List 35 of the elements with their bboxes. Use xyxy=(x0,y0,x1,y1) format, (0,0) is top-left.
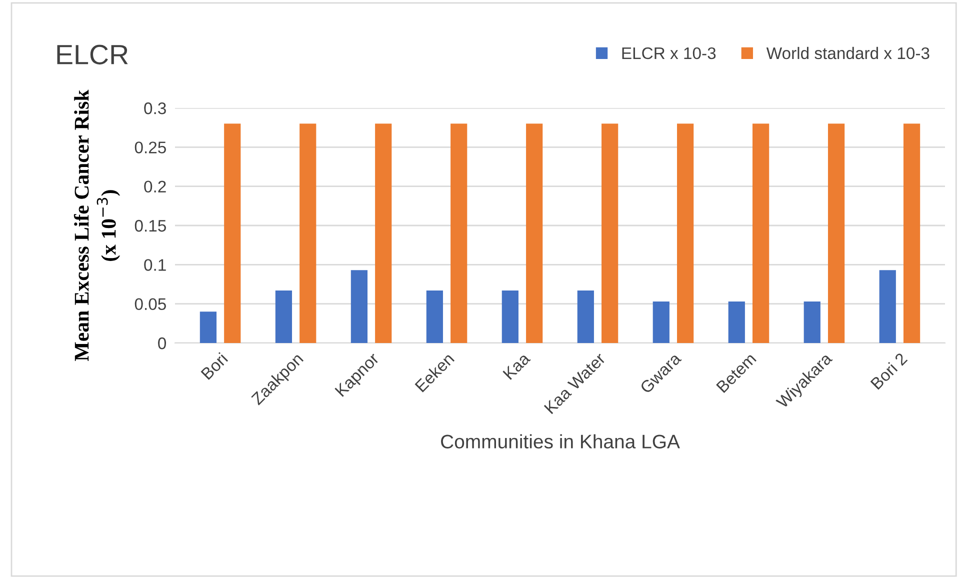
chart-title: ELCR xyxy=(57,44,128,64)
y-tick-label: 0 xyxy=(158,337,166,350)
bar xyxy=(879,270,896,343)
y-tick-label: 0.2 xyxy=(144,180,166,193)
bar xyxy=(275,290,292,343)
y-tick-label: 0.1 xyxy=(144,259,166,271)
bar xyxy=(652,301,670,343)
y-tick-label: 0.3 xyxy=(144,102,166,114)
bar xyxy=(677,124,694,343)
legend-label: World standard x 10-3 xyxy=(766,46,930,60)
x-tick-label: Bori 2 xyxy=(870,352,908,390)
x-tick-label: Kaa xyxy=(502,352,531,380)
legend-label: ELCR x 10-3 xyxy=(622,47,716,60)
bar xyxy=(450,124,468,343)
bar xyxy=(752,124,770,343)
y-tick-label: 0.15 xyxy=(134,220,166,232)
x-tick-label: Bori xyxy=(200,352,228,380)
bar xyxy=(804,301,820,343)
bar xyxy=(350,270,368,343)
bar xyxy=(300,124,316,343)
bar xyxy=(200,312,217,343)
y-tick-label: 0.25 xyxy=(134,142,166,154)
bar xyxy=(375,124,392,343)
bar xyxy=(224,124,241,343)
bar xyxy=(526,124,543,343)
bar xyxy=(728,301,745,343)
bar xyxy=(502,290,518,343)
bar xyxy=(426,290,443,343)
y-tick-label: 0.05 xyxy=(134,298,166,310)
bar xyxy=(828,124,845,343)
bar xyxy=(903,124,920,343)
bar xyxy=(602,124,618,343)
y-axis-title: Mean Excess Life Cancer Risk (x 10$^{−3}$) xyxy=(74,90,120,361)
bar xyxy=(577,290,594,343)
x-axis-title: Communities in Khana LGA xyxy=(441,434,680,448)
